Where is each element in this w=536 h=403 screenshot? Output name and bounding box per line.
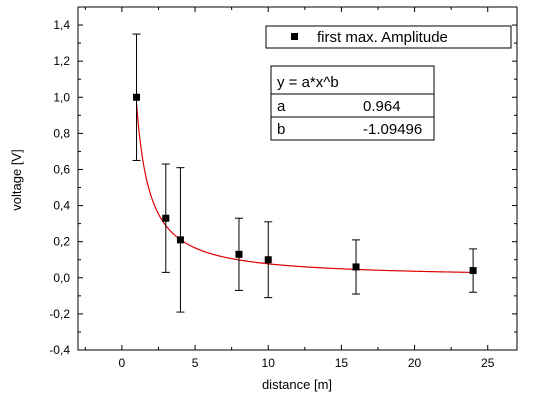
x-tick-label: 5 — [192, 356, 199, 370]
point-marker — [176, 236, 184, 244]
y-tick-label: 0,8 — [53, 126, 70, 140]
point-marker — [352, 263, 360, 271]
legend: first max. Amplitude — [265, 25, 512, 49]
fit-equation: y = a*x^b — [277, 74, 339, 91]
point-marker — [133, 93, 141, 101]
x-tick-label: 0 — [119, 356, 126, 370]
fit-param-b-value: -1.09496 — [363, 121, 422, 138]
y-tick-label: 0,2 — [53, 235, 70, 249]
x-tick-label: 10 — [262, 356, 276, 370]
data-point — [132, 33, 141, 161]
legend-box — [265, 25, 512, 49]
data-point — [176, 167, 185, 313]
point-marker — [264, 256, 272, 264]
data-point — [264, 221, 273, 299]
data-point — [352, 239, 361, 295]
y-tick-label: 0,0 — [53, 271, 70, 285]
fit-curve — [135, 103, 474, 274]
legend-marker — [291, 33, 298, 40]
fit-parameters-box: y = a*x^b a 0.964 b -1.09496 — [270, 65, 435, 141]
x-tick-label: 20 — [408, 356, 422, 370]
plot-frame — [77, 6, 518, 351]
y-tick-label: 1,4 — [53, 18, 70, 32]
x-axis: 0 5 10 15 20 25 — [84, 7, 495, 370]
y-tick-label: 0,6 — [53, 162, 70, 176]
x-axis-title: distance [m] — [262, 377, 332, 392]
data-point — [161, 163, 170, 273]
fit-box-border — [270, 65, 435, 141]
x-tick-label: 15 — [335, 356, 349, 370]
data-point — [234, 217, 243, 291]
y-tick-label: 0,4 — [53, 199, 70, 213]
y-tick-label: -0,2 — [49, 307, 70, 321]
point-marker — [162, 214, 170, 222]
point-marker — [235, 250, 243, 258]
x-tick-label: 25 — [481, 356, 495, 370]
point-marker — [469, 267, 477, 275]
data-point — [469, 248, 478, 293]
y-tick-label: -0,4 — [49, 343, 70, 357]
y-tick-label: 1,2 — [53, 54, 70, 68]
fit-param-b-name: b — [277, 121, 285, 138]
fit-param-a-value: 0.964 — [363, 98, 401, 115]
y-axis-title: voltage [V] — [9, 149, 24, 210]
legend-label: first max. Amplitude — [317, 29, 448, 46]
fit-param-a-name: a — [277, 98, 286, 115]
y-axis: -0,4 -0,2 0,0 0,2 0,4 0,6 0,8 1,0 1,2 1,4 — [49, 6, 517, 357]
data-series — [132, 33, 478, 313]
y-tick-label: 1,0 — [53, 90, 70, 104]
